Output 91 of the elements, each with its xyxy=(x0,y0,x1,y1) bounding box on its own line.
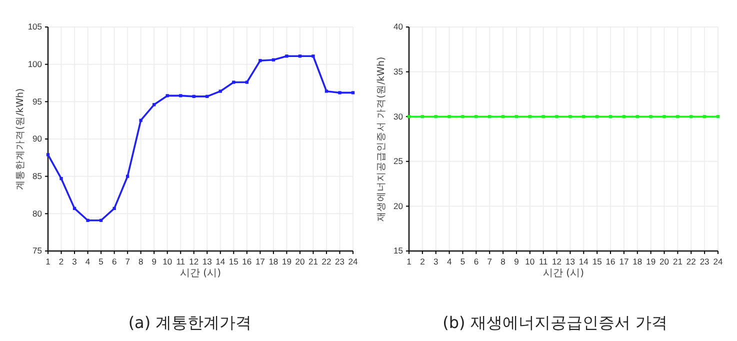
point xyxy=(298,54,302,58)
x-tick-label: 23 xyxy=(700,256,710,267)
y-tick-label: 85 xyxy=(32,171,42,182)
point xyxy=(324,90,328,93)
text: (b) 재생에너지공급인증서 가격 xyxy=(442,313,668,332)
x-axis-title: 시간 (시) xyxy=(543,268,584,279)
x-tick-label: 10 xyxy=(525,256,535,267)
x-tick-label: 7 xyxy=(487,256,492,267)
point xyxy=(338,91,342,94)
x-tick-label: 11 xyxy=(538,256,548,267)
x-tick-label: 9 xyxy=(514,256,520,267)
x-tick-label: 18 xyxy=(632,256,642,267)
x-tick-label: 12 xyxy=(189,256,199,267)
x-tick-label: 6 xyxy=(112,256,117,267)
x-tick-label: 1 xyxy=(406,256,412,267)
point xyxy=(46,153,50,156)
point xyxy=(232,80,236,84)
point xyxy=(152,103,156,106)
x-tick-label: 2 xyxy=(58,256,64,267)
x-axis-title: 시간 (시) xyxy=(180,268,222,279)
x-tick-label: 5 xyxy=(98,256,104,267)
x-tick-label: 19 xyxy=(646,256,656,267)
y-tick-label: 15 xyxy=(394,246,404,256)
point xyxy=(351,91,355,94)
x-tick-label: 4 xyxy=(85,256,90,267)
x-tick-label: 17 xyxy=(619,256,629,267)
x-tick-label: 3 xyxy=(72,256,78,267)
x-tick-label: 15 xyxy=(592,256,602,267)
x-tick-label: 3 xyxy=(434,256,438,267)
x-tick-label: 24 xyxy=(348,256,358,267)
point xyxy=(99,218,103,222)
y-tick-label: 25 xyxy=(394,156,404,166)
x-tick-label: 16 xyxy=(606,256,616,267)
x-tick-label: 1 xyxy=(46,256,51,267)
x-tick-label: 6 xyxy=(474,256,479,267)
y-tick-label: 35 xyxy=(394,66,404,77)
point xyxy=(258,59,262,62)
y-tick-label: 20 xyxy=(394,200,404,211)
x-tick-label: 8 xyxy=(138,256,144,267)
point xyxy=(112,206,116,210)
point xyxy=(126,174,130,178)
x-tick-label: 22 xyxy=(322,256,332,267)
point xyxy=(245,80,248,84)
y-tick-label: 95 xyxy=(32,96,42,106)
y-tick-label: 30 xyxy=(394,111,404,122)
x-tick-label: 22 xyxy=(686,256,696,267)
x-tick-label: 14 xyxy=(216,256,226,267)
point xyxy=(86,218,90,222)
point xyxy=(72,206,76,210)
point xyxy=(60,176,63,180)
point xyxy=(285,54,288,58)
x-tick-label: 7 xyxy=(125,256,130,267)
x-tick-label: 10 xyxy=(162,256,172,267)
x-tick-label: 13 xyxy=(202,256,212,267)
x-tick-label: 14 xyxy=(578,256,589,267)
x-tick-label: 9 xyxy=(152,256,157,267)
point xyxy=(179,94,182,98)
y-tick-label: 100 xyxy=(28,59,42,70)
y-axis-title: 재생에너지공급인증서 가격(원/kWh) xyxy=(376,56,387,222)
x-tick-label: 19 xyxy=(282,256,292,267)
y-axis-title: 계통한계가격(원/kWh) xyxy=(15,88,26,190)
point xyxy=(218,90,222,93)
point xyxy=(312,54,315,58)
x-tick-label: 20 xyxy=(660,256,670,267)
x-tick-label: 12 xyxy=(552,256,562,267)
x-tick-label: 5 xyxy=(460,256,466,267)
point xyxy=(192,94,196,98)
x-tick-label: 23 xyxy=(335,256,345,267)
x-tick-label: 20 xyxy=(295,256,305,267)
point xyxy=(166,94,169,98)
x-tick-label: 16 xyxy=(242,256,252,267)
x-tick-label: 21 xyxy=(672,256,683,267)
point xyxy=(139,118,142,122)
point xyxy=(272,58,276,62)
x-tick-label: 21 xyxy=(308,256,318,267)
y-tick-label: 90 xyxy=(32,134,42,144)
y-tick-label: 105 xyxy=(28,22,42,32)
x-tick-label: 24 xyxy=(713,256,723,267)
x-tick-label: 15 xyxy=(228,256,239,267)
x-tick-label: 17 xyxy=(255,256,266,267)
x-tick-label: 18 xyxy=(268,256,278,267)
x-tick-label: 11 xyxy=(176,256,186,267)
x-tick-label: 8 xyxy=(500,256,506,267)
x-tick-label: 2 xyxy=(420,256,426,267)
x-tick-label: 4 xyxy=(446,256,452,267)
y-tick-label: 40 xyxy=(394,22,404,32)
point xyxy=(206,94,209,98)
text: (a) 계통한계가격 xyxy=(128,313,252,332)
y-tick-label: 75 xyxy=(32,246,42,256)
x-tick-label: 13 xyxy=(565,256,576,267)
y-tick-label: 80 xyxy=(32,208,42,218)
